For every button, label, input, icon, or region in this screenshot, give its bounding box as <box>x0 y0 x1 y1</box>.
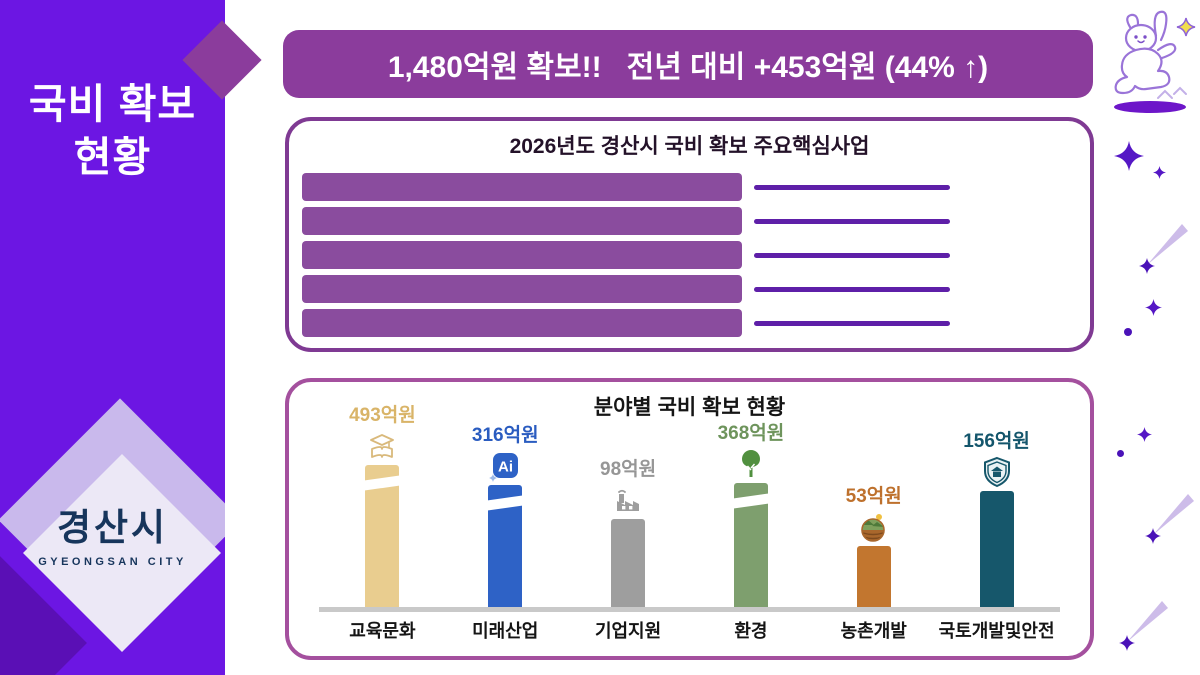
farm-icon <box>858 511 890 543</box>
chart-bar-column: 368억원 <box>689 418 812 607</box>
headline-banner: 1,480억원 확보!! 전년 대비 +453억원 (44% ↑) <box>283 30 1093 98</box>
category-label: 국토개발및안전 <box>938 621 1055 641</box>
svg-text:Ai: Ai <box>498 459 513 476</box>
category-label: 농촌개발 <box>840 621 907 641</box>
chart-bar <box>728 483 774 607</box>
axis-break-mark <box>482 494 528 512</box>
sparkle-icon <box>1114 141 1144 171</box>
bar-value-label: 98억원 <box>600 459 657 480</box>
sector-chart-panel: 분야별 국비 확보 현황 493억원 316억원 Ai 98억원 368억원 5… <box>285 378 1094 660</box>
key-projects-list <box>302 173 1074 337</box>
sparkle-icon <box>1145 299 1162 316</box>
chart-bar-column: 53억원 <box>812 481 935 607</box>
bar-chart: 493억원 316억원 Ai 98억원 368억원 53억원 156억원 <box>321 405 1058 607</box>
chart-bar <box>856 546 891 607</box>
chart-bar-column: 156억원 <box>935 426 1058 607</box>
page-title: 국비 확보 현황 <box>0 78 225 185</box>
comet-icon <box>1119 601 1168 651</box>
project-row <box>302 207 1074 235</box>
key-projects-panel: 2026년도 경산시 국비 확보 주요핵심사업 <box>285 117 1094 352</box>
connector-line <box>754 184 950 190</box>
mascot-rabbit-illustration <box>1114 10 1196 113</box>
chart-baseline <box>319 607 1060 612</box>
project-label <box>302 207 742 235</box>
connector-line <box>754 320 950 326</box>
shield-house-icon <box>981 456 1013 488</box>
project-row <box>302 241 1074 269</box>
sparkle-icon <box>1153 166 1166 179</box>
sidebar: 국비 확보 현황 경산시 GYEONGSAN CITY <box>0 0 225 675</box>
graduation-book-icon <box>366 430 398 462</box>
bar-value-label: 53억원 <box>845 486 902 507</box>
chart-bar <box>359 465 405 607</box>
factory-icon <box>612 484 644 516</box>
chart-category-labels: 교육문화 미래산업 기업지원 환경 농촌개발 국토개발및안전 <box>321 617 1058 643</box>
dot-decoration <box>1117 450 1124 457</box>
bar-value-label: 493억원 <box>349 405 416 426</box>
logo-english-text: GYEONGSAN CITY <box>38 556 187 568</box>
project-label <box>302 241 742 269</box>
bar-value-label: 316억원 <box>471 425 539 446</box>
chart-title: 분야별 국비 확보 현황 <box>593 396 786 419</box>
chart-bar <box>611 519 646 607</box>
axis-break-mark <box>359 474 405 492</box>
connector-line <box>754 252 950 258</box>
page-title-line1: 국비 확보 <box>28 81 197 127</box>
category-label: 기업지원 <box>594 621 662 641</box>
project-label <box>302 173 742 201</box>
chart-bar <box>482 485 528 607</box>
chart-bar-column: 493억원 <box>321 400 444 607</box>
project-row <box>302 275 1074 303</box>
chart-bar-column: 98억원 <box>567 454 690 607</box>
gyeongsan-city-logo: 경산시 GYEONGSAN CITY <box>0 495 225 568</box>
category-label: 미래산업 <box>472 621 539 641</box>
connector-line <box>754 286 950 292</box>
key-projects-title: 2026년도 경산시 국비 확보 주요핵심사업 <box>509 135 870 158</box>
comet-icon <box>1145 494 1194 544</box>
chart-bar-column: 316억원 Ai <box>444 420 567 607</box>
category-label: 환경 <box>734 621 768 641</box>
tree-icon <box>735 448 767 480</box>
dot-decoration <box>1124 328 1132 336</box>
connector-line <box>754 218 950 224</box>
project-row <box>302 173 1074 201</box>
page-title-line2: 현황 <box>73 134 152 181</box>
project-label <box>302 275 742 303</box>
comet-icon <box>1139 224 1188 274</box>
sparkle-icon <box>1137 427 1152 442</box>
bar-value-label: 156억원 <box>963 431 1030 452</box>
chart-bar <box>979 491 1014 607</box>
logo-korean-text: 경산시 <box>57 495 176 551</box>
project-row <box>302 309 1074 337</box>
project-label <box>302 309 742 337</box>
ai-icon: Ai <box>489 450 521 482</box>
bar-value-label: 368억원 <box>717 423 785 444</box>
category-label: 교육문화 <box>349 621 416 641</box>
headline-text: 1,480억원 확보!! 전년 대비 +453억원 (44% ↑) <box>387 51 989 84</box>
axis-break-mark <box>728 492 774 510</box>
